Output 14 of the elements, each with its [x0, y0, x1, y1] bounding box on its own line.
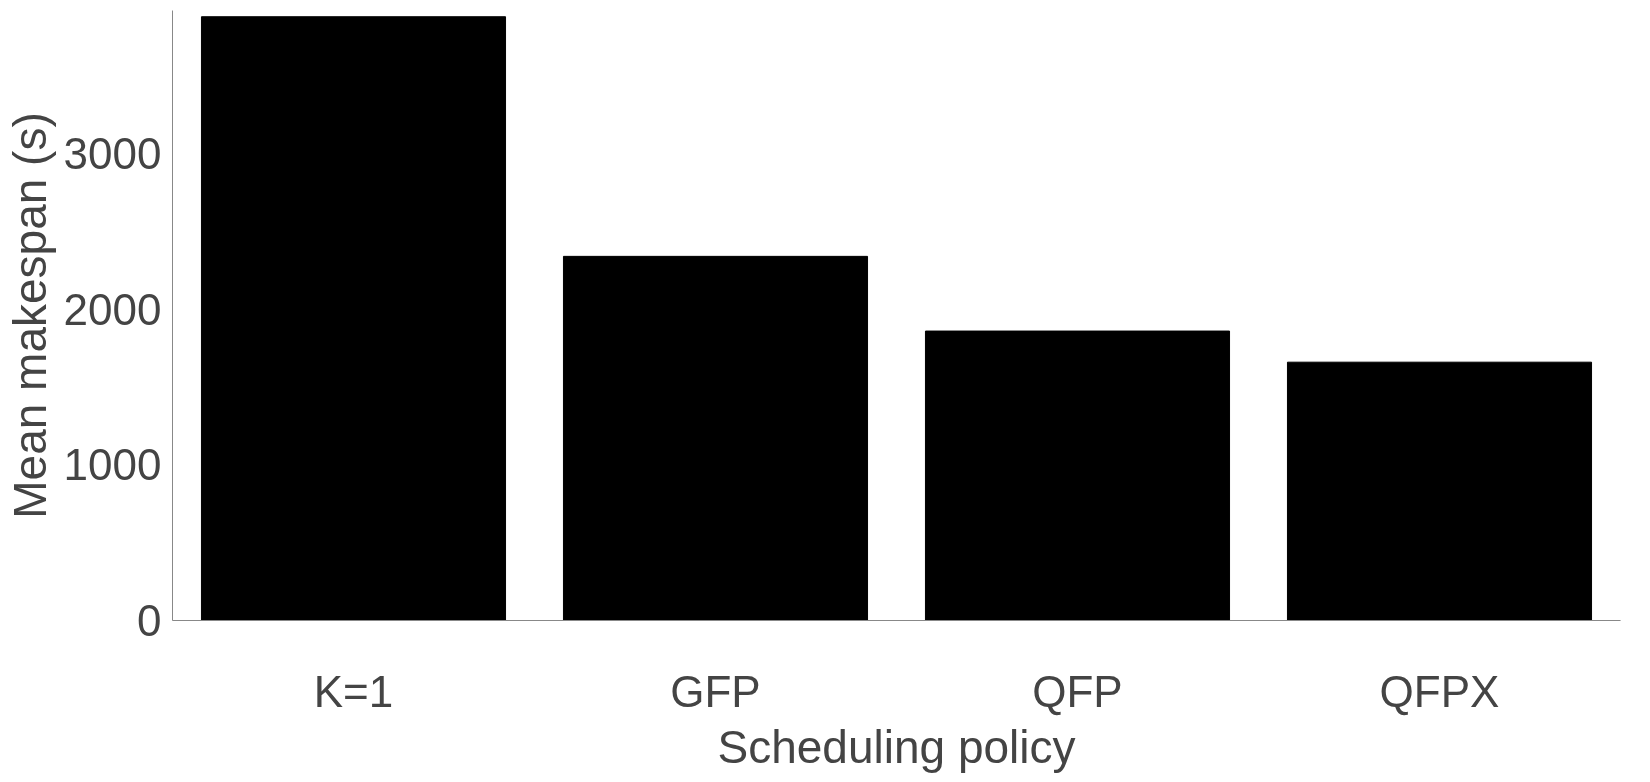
x-tick-label: QFP — [1032, 666, 1123, 716]
y-tick-label: 0 — [137, 596, 162, 645]
bar — [1286, 361, 1593, 621]
x-axis-title: Scheduling policy — [717, 720, 1076, 773]
bar — [924, 330, 1231, 621]
bar — [562, 255, 869, 621]
x-tick-label: K=1 — [313, 666, 394, 716]
y-axis-title: Mean makespan (s) — [3, 112, 56, 519]
x-tick-label: QFPX — [1379, 666, 1500, 716]
x-tick-label: GFP — [670, 666, 761, 716]
y-tick-label: 3000 — [63, 129, 162, 179]
bar — [200, 16, 507, 621]
y-tick-label: 1000 — [63, 440, 162, 490]
y-tick-label: 2000 — [63, 284, 162, 334]
